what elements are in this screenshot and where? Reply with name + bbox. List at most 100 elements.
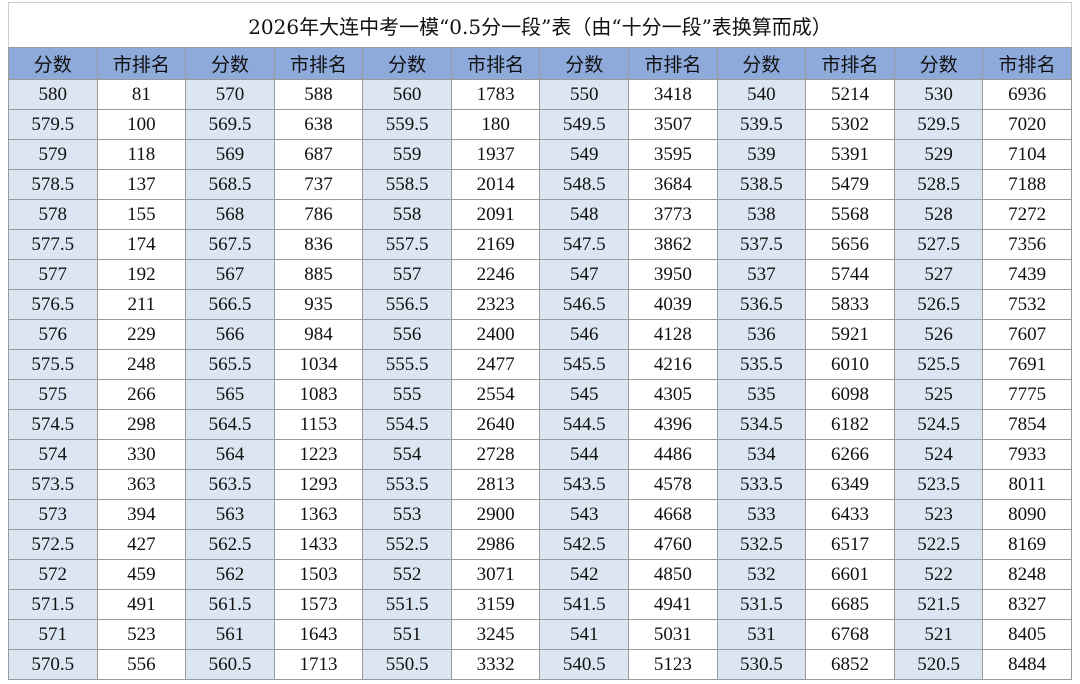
score-cell: 550 [539, 79, 630, 110]
table-row: 580 81 570 588 560 1783 550 3418 540 5214 530 6936 [8, 79, 1072, 110]
rank-cell: 211 [96, 289, 187, 320]
table-row: 575 266 565 1083 555 2554 545 4305 535 6098 525 777… [8, 379, 1072, 410]
score-cell: 572.5 [8, 529, 98, 560]
score-cell: 541 [539, 619, 630, 650]
rank-cell: 1503 [273, 559, 364, 590]
rank-cell: 786 [273, 199, 364, 230]
score-cell: 577.5 [8, 229, 98, 260]
score-cell: 564.5 [185, 409, 275, 440]
rank-cell: 6685 [805, 589, 895, 620]
rank-cell: 588 [273, 79, 364, 110]
rank-cell: 6182 [805, 409, 895, 440]
rank-cell: 4216 [628, 349, 718, 380]
table-body: 580 81 570 588 560 1783 550 3418 540 5214 530 6936 5… [8, 79, 1072, 680]
rank-cell: 1783 [450, 79, 541, 110]
rank-cell: 7607 [982, 319, 1072, 350]
score-cell: 545.5 [539, 349, 630, 380]
rank-cell: 174 [96, 229, 187, 260]
rank-cell: 3507 [628, 109, 718, 140]
score-cell: 569.5 [185, 109, 275, 140]
header-cell: 市排名 [805, 47, 895, 80]
score-cell: 570 [185, 79, 275, 110]
score-cell: 549 [539, 139, 630, 170]
rank-cell: 5391 [805, 139, 895, 170]
rank-cell: 363 [96, 469, 187, 500]
score-cell: 545 [539, 379, 630, 410]
rank-cell: 6852 [805, 649, 895, 680]
rank-cell: 2640 [450, 409, 541, 440]
rank-cell: 3595 [628, 139, 718, 170]
score-cell: 566.5 [185, 289, 275, 320]
rank-cell: 3071 [450, 559, 541, 590]
score-cell: 548.5 [539, 169, 630, 200]
rank-cell: 3159 [450, 589, 541, 620]
score-cell: 525 [893, 379, 984, 410]
rank-cell: 836 [273, 229, 364, 260]
score-cell: 568.5 [185, 169, 275, 200]
score-cell: 520.5 [893, 649, 984, 680]
table-row: 579.5 100 569.5 638 559.5 180 549.5 3507 539.5 53… [8, 109, 1072, 140]
score-cell: 567.5 [185, 229, 275, 260]
table-row: 576.5 211 566.5 935 556.5 2323 546.5 4039 536.5 5… [8, 289, 1072, 320]
rank-cell: 427 [96, 529, 187, 560]
score-cell: 522 [893, 559, 984, 590]
header-cell: 市排名 [982, 47, 1072, 80]
score-cell: 562 [185, 559, 275, 590]
score-cell: 549.5 [539, 109, 630, 140]
rank-cell: 5214 [805, 79, 895, 110]
score-cell: 554 [362, 439, 452, 470]
rank-cell: 4668 [628, 499, 718, 530]
score-cell: 555.5 [362, 349, 452, 380]
rank-cell: 2554 [450, 379, 541, 410]
score-cell: 547.5 [539, 229, 630, 260]
score-cell: 559 [362, 139, 452, 170]
score-cell: 574.5 [8, 409, 98, 440]
table-row: 576 229 566 984 556 2400 546 4128 536 5921 526 7607 [8, 319, 1072, 350]
rank-cell: 6517 [805, 529, 895, 560]
rank-cell: 556 [96, 649, 187, 680]
table-row: 573.5 363 563.5 1293 553.5 2813 543.5 4578 533.5… [8, 469, 1072, 500]
score-cell: 523.5 [893, 469, 984, 500]
rank-cell: 330 [96, 439, 187, 470]
score-cell: 535.5 [716, 349, 807, 380]
table-row: 571 523 561 1643 551 3245 541 5031 531 6768 521 840… [8, 619, 1072, 650]
score-cell: 577 [8, 259, 98, 290]
score-cell: 555 [362, 379, 452, 410]
rank-cell: 7854 [982, 409, 1072, 440]
rank-cell: 5479 [805, 169, 895, 200]
sheet: 2026年大连中考一模“0.5分一段”表（由“十分一段”表换算而成） 分数 市排名… [8, 2, 1072, 680]
header-row: 分数 市排名 分数 市排名 分数 市排名 分数 市排名 分数 市排名 分数 市排名 [8, 47, 1072, 80]
rank-cell: 1643 [273, 619, 364, 650]
rank-cell: 638 [273, 109, 364, 140]
rank-cell: 7020 [982, 109, 1072, 140]
rank-cell: 6936 [982, 79, 1072, 110]
rank-cell: 180 [450, 109, 541, 140]
score-cell: 531.5 [716, 589, 807, 620]
score-cell: 557.5 [362, 229, 452, 260]
score-cell: 524.5 [893, 409, 984, 440]
score-cell: 521.5 [893, 589, 984, 620]
score-cell: 560.5 [185, 649, 275, 680]
header-cell: 市排名 [96, 47, 187, 80]
rank-cell: 5833 [805, 289, 895, 320]
rank-cell: 5302 [805, 109, 895, 140]
table-title: 2026年大连中考一模“0.5分一段”表（由“十分一段”表换算而成） [8, 2, 1072, 47]
rank-cell: 7691 [982, 349, 1072, 380]
score-cell: 560 [362, 79, 452, 110]
rank-cell: 1713 [273, 649, 364, 680]
rank-cell: 6010 [805, 349, 895, 380]
score-cell: 526 [893, 319, 984, 350]
score-cell: 578 [8, 199, 98, 230]
score-cell: 548 [539, 199, 630, 230]
rank-cell: 155 [96, 199, 187, 230]
score-cell: 544 [539, 439, 630, 470]
score-cell: 575 [8, 379, 98, 410]
score-cell: 571 [8, 619, 98, 650]
score-cell: 575.5 [8, 349, 98, 380]
score-cell: 543.5 [539, 469, 630, 500]
score-cell: 570.5 [8, 649, 98, 680]
rank-cell: 2477 [450, 349, 541, 380]
table-row: 574.5 298 564.5 1153 554.5 2640 544.5 4396 534.5… [8, 409, 1072, 440]
score-cell: 562.5 [185, 529, 275, 560]
